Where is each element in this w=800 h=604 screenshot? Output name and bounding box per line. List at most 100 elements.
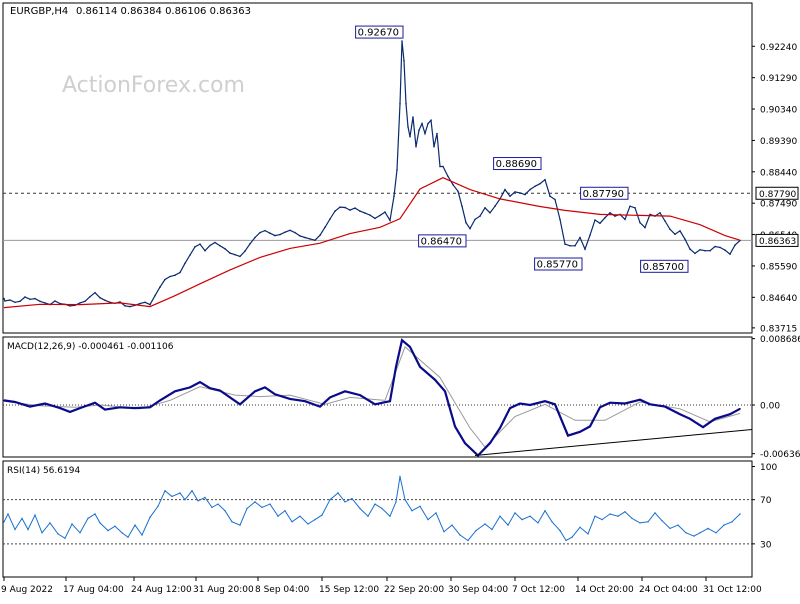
price-point	[44, 302, 46, 304]
macd-point	[499, 427, 501, 429]
price-point	[709, 249, 711, 252]
price-annotation-label: 0.87790	[583, 189, 624, 200]
price-point	[694, 252, 696, 255]
price-point	[479, 215, 481, 217]
rsi-point	[395, 501, 397, 503]
rsi-point	[291, 521, 293, 523]
rsi-point	[231, 521, 233, 523]
rsi-point	[149, 516, 151, 518]
rsi-point	[639, 522, 641, 524]
macd-point	[219, 389, 221, 392]
macd-point	[419, 366, 421, 368]
price-point	[149, 303, 151, 306]
price-point	[379, 214, 381, 217]
macd-point	[739, 408, 741, 410]
price-point	[279, 233, 281, 236]
price-point	[494, 205, 496, 207]
macd-point	[679, 413, 681, 416]
price-point	[239, 255, 241, 258]
rsi-layer	[3, 475, 752, 545]
rsi-point	[21, 517, 23, 520]
price-point	[594, 219, 596, 221]
price-point	[284, 231, 286, 233]
macd-point	[254, 390, 256, 393]
rsi-point	[284, 510, 286, 512]
rsi-point	[57, 533, 59, 535]
rsi-point	[3, 521, 5, 523]
rsi-point	[537, 522, 539, 524]
price-point	[430, 119, 432, 122]
price-point	[559, 218, 561, 221]
price-point	[465, 221, 467, 224]
macd-point	[389, 400, 391, 403]
price-point	[644, 226, 646, 229]
rsi-point	[707, 527, 709, 530]
rsi-point	[491, 528, 493, 531]
price-point	[119, 301, 121, 303]
x-axis-tick-label: 9 Aug 2022	[1, 585, 53, 595]
rsi-point	[699, 532, 701, 534]
price-axis-tick-label: 0.91290	[760, 74, 797, 84]
price-point	[689, 248, 691, 250]
price-point	[539, 182, 541, 185]
rsi-panel-frame	[2, 460, 753, 578]
rsi-point	[254, 501, 256, 503]
rsi-point	[399, 475, 401, 478]
rsi-axis-tick-label: 70	[760, 496, 772, 506]
rsi-point	[179, 492, 181, 494]
x-axis-tick-label: 24 Oct 04:00	[639, 585, 698, 595]
rsi-point	[484, 523, 486, 525]
price-point	[589, 234, 591, 236]
rsi-point	[27, 528, 29, 531]
price-point	[79, 302, 81, 304]
rsi-point	[427, 518, 429, 521]
axis-layer: 0.92240 0.91290 0.90340 0.89390 0.88440 0.874…	[1, 43, 800, 595]
macd-axis-tick-label: 0.00	[760, 402, 780, 412]
rsi-point	[114, 525, 116, 527]
price-point	[334, 210, 336, 212]
price-point	[424, 132, 426, 135]
price-annotation-label: 0.85770	[537, 259, 578, 270]
macd-point	[149, 406, 151, 409]
rsi-point	[7, 513, 9, 515]
macd-point	[567, 434, 569, 437]
price-point	[418, 129, 420, 131]
price-point	[569, 245, 571, 247]
rsi-point	[677, 524, 679, 526]
price-point	[189, 254, 191, 256]
price-point	[412, 116, 414, 118]
rsi-point	[459, 534, 461, 536]
macd-point	[599, 406, 601, 409]
rsi-point	[71, 523, 73, 525]
rsi-point	[197, 500, 199, 502]
macd-point	[239, 403, 241, 406]
price-axis-tick-label: 0.83715	[760, 324, 797, 334]
rsi-point	[617, 515, 619, 517]
price-series-line	[3, 40, 741, 308]
macd-point	[729, 413, 731, 416]
price-axis-tick-label: 0.87490	[760, 200, 797, 210]
price-point	[139, 302, 141, 305]
price-axis-tick-label: 0.85590	[760, 262, 797, 272]
price-point	[109, 301, 111, 304]
price-point	[94, 291, 96, 294]
rsi-point	[34, 514, 36, 516]
macd-point	[359, 394, 361, 396]
macd-point	[664, 405, 666, 408]
price-point	[9, 299, 11, 301]
price-point	[699, 249, 701, 251]
rsi-point	[443, 531, 445, 533]
price-marker-box	[755, 186, 799, 200]
rsi-point	[94, 513, 96, 515]
price-annotation-box	[640, 259, 689, 273]
macd-point	[14, 401, 16, 403]
macd-axis-tick-label: -0.006366	[760, 450, 800, 460]
price-point	[3, 297, 5, 300]
rsi-point	[715, 532, 717, 534]
rsi-point	[731, 521, 733, 523]
rsi-point	[217, 503, 219, 505]
price-point	[396, 169, 398, 171]
price-point	[714, 245, 716, 248]
price-point	[229, 252, 231, 254]
macd-point	[444, 390, 446, 393]
